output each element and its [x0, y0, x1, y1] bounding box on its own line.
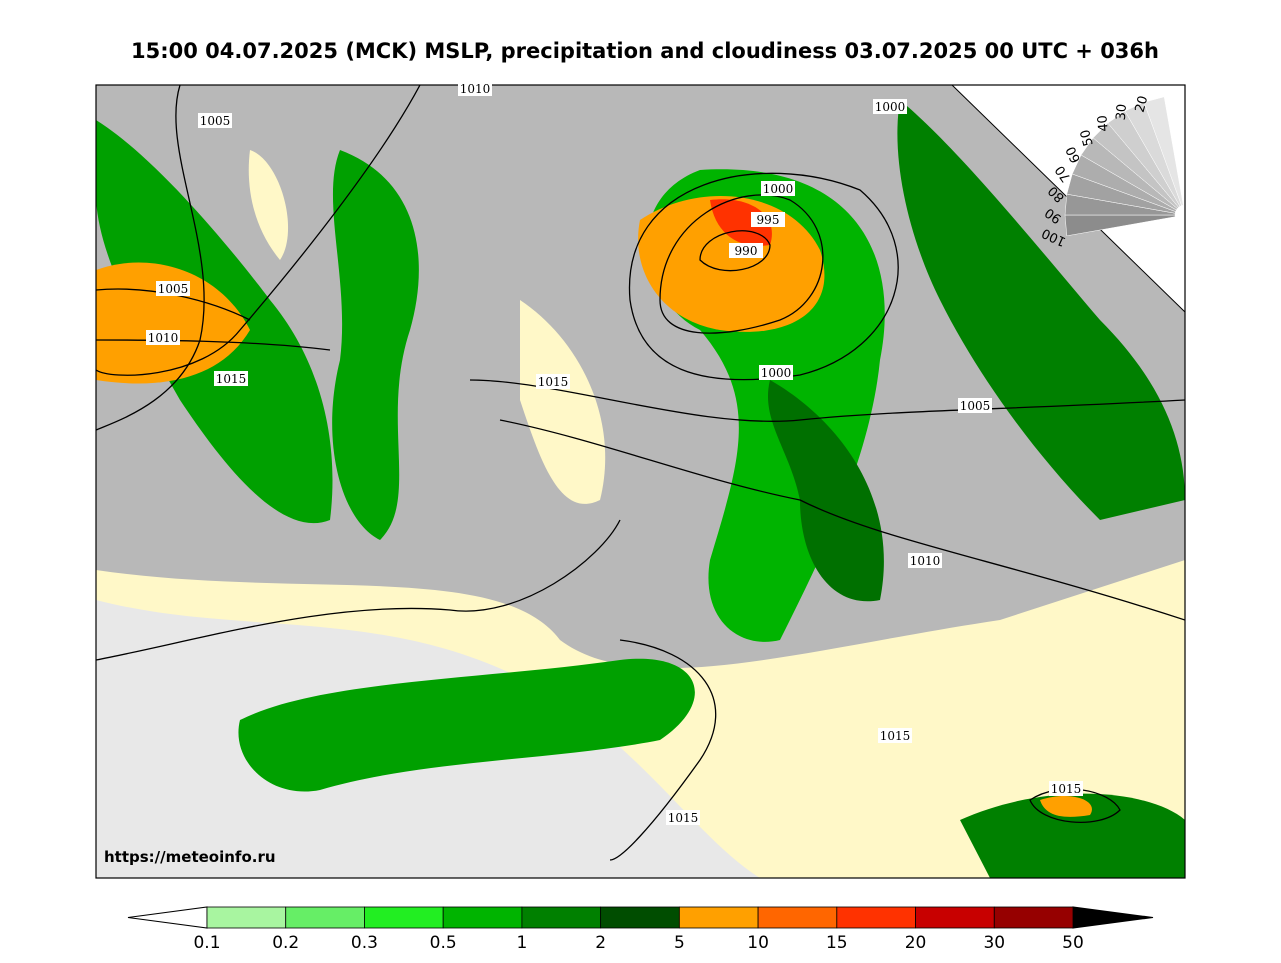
isobar-label: 1005: [158, 282, 189, 296]
isobar-label: 1015: [1051, 782, 1082, 796]
isobar-label: 1010: [910, 554, 941, 568]
isobar-label-bg: [1049, 781, 1083, 796]
colorbar-label: 1: [516, 933, 527, 953]
colorbar-label: 5: [674, 933, 685, 953]
colorbar: 0.1 0.2 0.3 0.5 1 2 5 10 15 20 30 50: [127, 906, 1154, 953]
isobar-label-bg: [156, 281, 190, 296]
cloud-label: 30: [1114, 103, 1130, 121]
isobar-label: 990: [735, 244, 758, 258]
isobar-label: 1000: [763, 182, 794, 196]
isobar-label: 1005: [960, 399, 991, 413]
colorbar-segment: [836, 906, 916, 929]
cloud-sector: [1143, 96, 1184, 206]
map-field: [96, 85, 1185, 878]
isobar-label: 1000: [761, 366, 792, 380]
colorbar-label: 10: [747, 933, 769, 953]
isobar-label-bg: [198, 113, 232, 128]
isobar-label: 1010: [148, 331, 179, 345]
watermark: https://meteoinfo.ru: [104, 848, 276, 866]
colorbar-segment: [678, 906, 759, 929]
isobar-label-bg: [908, 553, 942, 568]
isobar-labels: 1010 1005 1000 1000 995 990 1005 1010 1015 1015 10…: [146, 81, 1083, 825]
colorbar-segment: [521, 906, 602, 929]
colorbar-segment: [993, 906, 1074, 929]
colorbar-label: 15: [826, 933, 848, 953]
isobar-label: 1015: [538, 375, 569, 389]
isobar-label-bg: [146, 330, 180, 345]
isobar-label: 1005: [200, 114, 231, 128]
colorbar-under: [127, 906, 208, 929]
colorbar-segment: [600, 906, 680, 929]
isobar-label-bg: [759, 365, 793, 380]
cloud-label: 50: [1078, 128, 1097, 148]
isobar-label-bg: [536, 374, 570, 389]
colorbar-segment: [757, 906, 838, 929]
colorbar-segment: [285, 906, 365, 929]
isobar-label-bg: [761, 181, 795, 196]
colorbar-segment: [915, 906, 995, 929]
colorbar-segment: [206, 906, 287, 929]
isobar-label-bg: [958, 398, 992, 413]
colorbar-label: 0.5: [430, 933, 457, 953]
colorbar-label: 2: [595, 933, 606, 953]
cloud-label: 60: [1064, 144, 1085, 165]
isobar-label: 995: [757, 213, 780, 227]
colorbar-label: 0.2: [272, 933, 299, 953]
isobar-label-bg: [873, 99, 907, 114]
isobar-label-bg: [214, 371, 248, 386]
colorbar-segment: [364, 906, 444, 929]
colorbar-segment: [442, 906, 523, 929]
colorbar-label: 20: [905, 933, 927, 953]
isobar-label: 1015: [880, 729, 911, 743]
isobar-label-bg: [458, 81, 492, 96]
colorbar-label: 0.1: [193, 933, 220, 953]
cloud-label: 40: [1095, 114, 1111, 132]
isobar-label-bg: [751, 212, 785, 227]
isobar-label: 1015: [668, 811, 699, 825]
map-frame: [95, 84, 1186, 879]
isobar-label: 1015: [216, 372, 247, 386]
colorbar-label: 50: [1062, 933, 1084, 953]
colorbar-label: 0.3: [351, 933, 378, 953]
isobar-label: 1000: [875, 100, 906, 114]
map-title: 15:00 04.07.2025 (MCK) MSLP, precipitati…: [131, 39, 1159, 63]
colorbar-label: 30: [983, 933, 1005, 953]
cloud-label: 20: [1133, 94, 1152, 114]
isobar-label-bg: [878, 728, 912, 743]
cloud-sector: [1064, 214, 1176, 237]
isobar-label: 1010: [460, 82, 491, 96]
isobar-label-bg: [729, 243, 763, 258]
colorbar-over: [1072, 906, 1154, 929]
isobar-label-bg: [666, 810, 700, 825]
